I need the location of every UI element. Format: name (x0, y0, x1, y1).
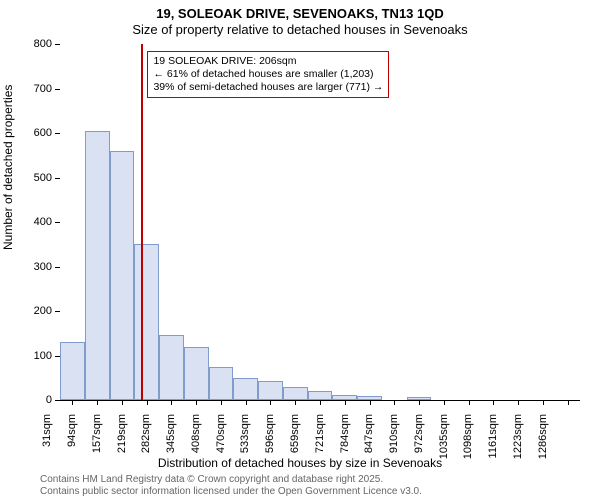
footnote: Contains HM Land Registry data © Crown c… (40, 474, 422, 498)
histogram-bar (283, 387, 308, 400)
xtick-mark (543, 400, 544, 405)
ytick-mark (55, 178, 60, 179)
histogram-bar (209, 367, 234, 400)
ytick-mark (55, 89, 60, 90)
chart-title-sub: Size of property relative to detached ho… (0, 22, 600, 37)
ytick-mark (55, 400, 60, 401)
histogram-bar (159, 335, 184, 400)
ytick-mark (55, 267, 60, 268)
histogram-bar (85, 131, 110, 400)
ytick-label: 0 (24, 394, 52, 406)
annotation-line: 19 SOLEOAK DRIVE: 206sqm (153, 55, 383, 68)
xtick-label: 721sqm (314, 414, 326, 464)
annotation-line: 39% of semi-detached houses are larger (… (153, 81, 383, 94)
ytick-mark (55, 133, 60, 134)
xtick-mark (147, 400, 148, 405)
xtick-label: 94sqm (66, 414, 78, 464)
ytick-mark (55, 311, 60, 312)
xtick-mark (221, 400, 222, 405)
xtick-label: 533sqm (239, 414, 251, 464)
xtick-mark (196, 400, 197, 405)
xtick-label: 470sqm (215, 414, 227, 464)
xtick-mark (72, 400, 73, 405)
xtick-label: 784sqm (339, 414, 351, 464)
histogram-bar (184, 347, 209, 400)
xtick-mark (568, 400, 569, 405)
xtick-label: 345sqm (165, 414, 177, 464)
xtick-mark (394, 400, 395, 405)
xtick-label: 910sqm (388, 414, 400, 464)
xtick-label: 659sqm (289, 414, 301, 464)
ytick-label: 600 (24, 127, 52, 139)
xtick-label: 219sqm (116, 414, 128, 464)
reference-line (141, 44, 143, 400)
xtick-mark (97, 400, 98, 405)
xtick-label: 1286sqm (537, 414, 549, 464)
ytick-label: 700 (24, 83, 52, 95)
xtick-label: 1098sqm (462, 414, 474, 464)
xtick-label: 282sqm (140, 414, 152, 464)
chart-title-main: 19, SOLEOAK DRIVE, SEVENOAKS, TN13 1QD (0, 6, 600, 21)
footnote-line-2: Contains public sector information licen… (40, 486, 422, 498)
ytick-label: 200 (24, 305, 52, 317)
xtick-label: 408sqm (190, 414, 202, 464)
xtick-label: 1223sqm (512, 414, 524, 464)
ytick-label: 500 (24, 172, 52, 184)
xtick-mark (493, 400, 494, 405)
xtick-label: 1035sqm (438, 414, 450, 464)
xtick-label: 31sqm (41, 414, 53, 464)
y-axis-label: Number of detached properties (1, 85, 15, 250)
ytick-label: 400 (24, 216, 52, 228)
xtick-mark (171, 400, 172, 405)
ytick-label: 100 (24, 350, 52, 362)
annotation-box: 19 SOLEOAK DRIVE: 206sqm← 61% of detache… (147, 51, 389, 98)
ytick-mark (55, 222, 60, 223)
plot-area: 19 SOLEOAK DRIVE: 206sqm← 61% of detache… (60, 44, 580, 401)
histogram-bar (308, 391, 333, 400)
footnote-line-1: Contains HM Land Registry data © Crown c… (40, 474, 422, 486)
xtick-mark (122, 400, 123, 405)
ytick-mark (55, 44, 60, 45)
xtick-label: 847sqm (363, 414, 375, 464)
xtick-mark (320, 400, 321, 405)
ytick-mark (55, 356, 60, 357)
histogram-bar (233, 378, 258, 400)
xtick-mark (295, 400, 296, 405)
xtick-label: 1161sqm (487, 414, 499, 464)
ytick-label: 300 (24, 261, 52, 273)
annotation-line: ← 61% of detached houses are smaller (1,… (153, 68, 383, 81)
xtick-mark (518, 400, 519, 405)
histogram-bar (60, 342, 85, 400)
xtick-mark (469, 400, 470, 405)
xtick-mark (345, 400, 346, 405)
xtick-mark (246, 400, 247, 405)
xtick-label: 972sqm (413, 414, 425, 464)
xtick-mark (444, 400, 445, 405)
histogram-bar (134, 244, 159, 400)
xtick-label: 596sqm (264, 414, 276, 464)
xtick-mark (419, 400, 420, 405)
xtick-mark (270, 400, 271, 405)
chart-container: 19, SOLEOAK DRIVE, SEVENOAKS, TN13 1QD S… (0, 0, 600, 500)
xtick-mark (370, 400, 371, 405)
histogram-bar (258, 381, 283, 400)
ytick-label: 800 (24, 38, 52, 50)
histogram-bar (110, 151, 135, 400)
xtick-label: 157sqm (91, 414, 103, 464)
